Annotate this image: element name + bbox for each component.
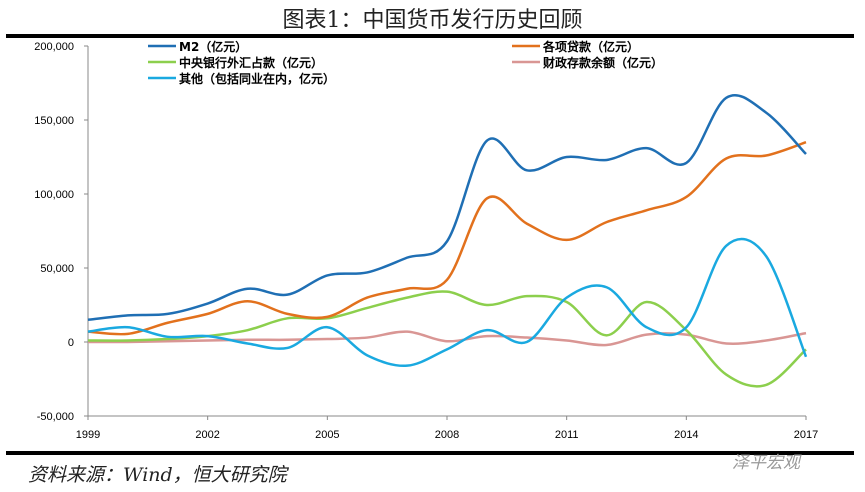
series-line-1 [87,141,807,336]
y-tick-label: 150,000 [34,115,74,127]
series-line-4 [87,237,808,368]
x-tick-label: 1999 [76,429,100,441]
x-tick-label: 2014 [674,429,698,441]
x-tick-label: 2011 [555,429,579,441]
legend-label: 各项贷款（亿元） [542,39,639,54]
x-tick-label: 2005 [315,429,339,441]
y-tick-label: 200,000 [34,41,74,53]
legend-label: 其他（包括同业在内，亿元） [179,71,335,86]
y-tick-label: 100,000 [34,189,74,201]
legend-label: 财政存款余额（亿元） [542,55,663,70]
y-tick-label: -50,000 [37,411,74,423]
source-note: 资料来源：Wind，恒大研究院 [28,464,287,486]
series-line-0 [87,94,807,322]
x-tick-label: 2002 [195,429,219,441]
series-line-3 [87,330,807,347]
x-tick-label: 2008 [435,429,459,441]
legend-label: M2（亿元） [179,39,247,54]
watermark: 泽平宏观 [732,453,800,473]
top-rule [6,34,854,38]
x-tick-label: 2017 [794,429,818,441]
chart-title: 图表1：中国货币发行历史回顾 [282,8,583,33]
legend-label: 中央银行外汇占款（亿元） [179,55,323,70]
y-tick-label: 50,000 [40,263,74,275]
y-tick-label: 0 [68,337,74,349]
bottom-rule [6,451,854,455]
